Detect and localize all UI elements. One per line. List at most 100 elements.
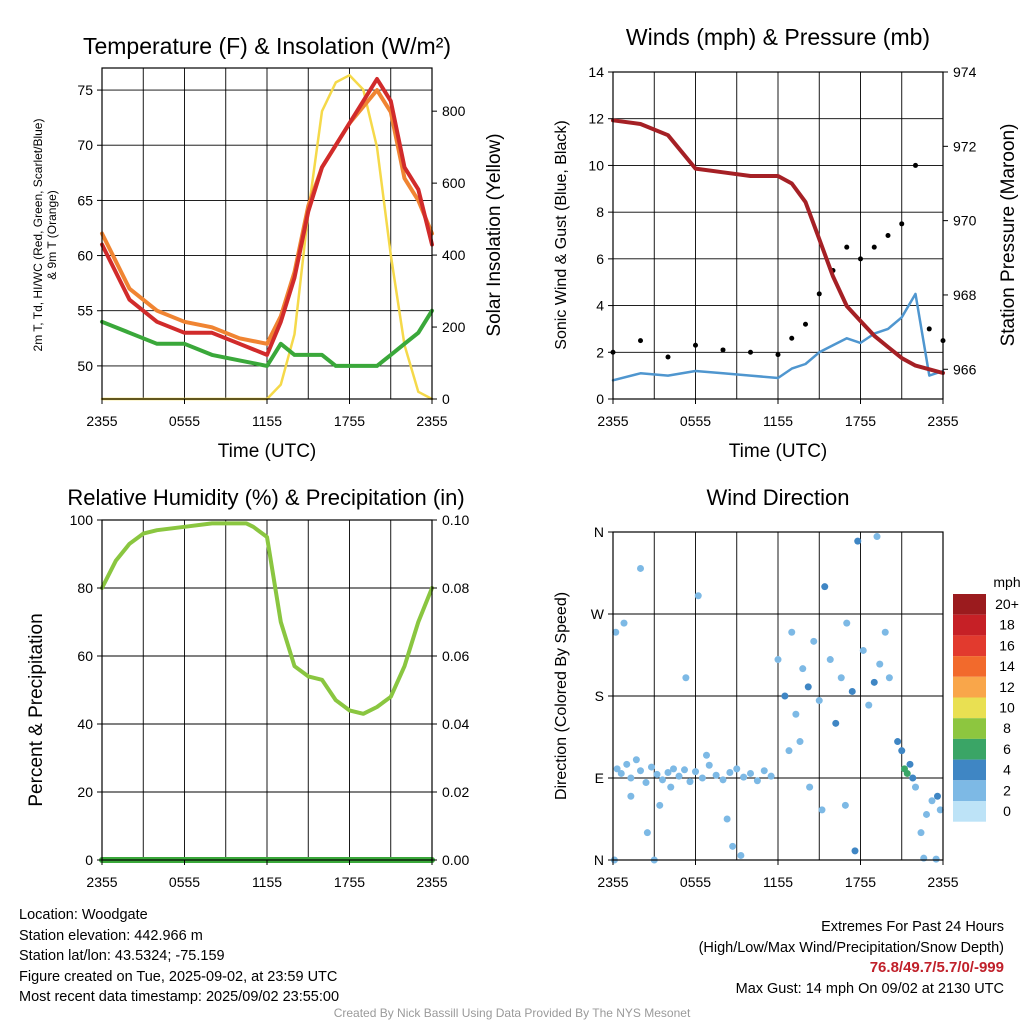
direction-grid: [613, 532, 943, 860]
y2-tick-label: 0.00: [442, 852, 469, 868]
colorbar-swatch: [953, 780, 986, 801]
winds-series: [610, 118, 946, 382]
direction-point: [613, 765, 621, 773]
direction-point: [675, 772, 683, 780]
direction-point: [912, 783, 919, 791]
y-tick-label: N: [594, 852, 604, 868]
x-tick-label: 1155: [252, 413, 282, 429]
direction-point: [723, 815, 731, 823]
direction-point: [843, 619, 851, 627]
y-tick-label: W: [591, 606, 605, 622]
speed-colorbar: 20+ 18 16 14 12 10 8 6 4 2 0: [953, 594, 1019, 822]
direction-x-ticks: 2355 0555 1155 1755 2355: [597, 860, 959, 890]
direction-point: [894, 738, 902, 746]
panel-temperature: Temperature (F) & Insolation (W/m²) 50 55…: [31, 33, 505, 462]
colorbar-swatch: [953, 594, 986, 615]
gust-point: [720, 347, 726, 353]
humidity-grid: [102, 520, 432, 860]
colorbar-label: 16: [999, 637, 1015, 653]
direction-point: [733, 765, 741, 773]
direction-point: [648, 763, 655, 771]
colorbar-swatch: [953, 635, 986, 657]
y-tick-label: 4: [596, 298, 604, 314]
colorbar-swatch: [953, 697, 986, 719]
colorbar-label: 2: [1003, 782, 1011, 798]
y2-tick-label: 974: [953, 64, 977, 80]
colorbar-label: 18: [999, 617, 1015, 633]
temperature-title: Temperature (F) & Insolation (W/m²): [83, 33, 451, 59]
winds-x-ticks: 2355 0555 1155 1755 2355: [597, 399, 959, 429]
dewpoint-line: [100, 308, 434, 368]
y-tick-label: 12: [588, 111, 604, 127]
gust-point: [638, 338, 643, 344]
direction-y-ticks: N E S W N: [591, 524, 613, 868]
gust-point: [899, 221, 905, 227]
direction-point: [681, 766, 688, 774]
direction-point: [767, 772, 775, 780]
y-tick-label: 100: [70, 512, 94, 528]
direction-point: [729, 842, 737, 850]
y-tick-label: 20: [77, 784, 93, 800]
direction-point: [686, 778, 694, 786]
direction-point: [637, 564, 644, 572]
direction-point: [692, 768, 699, 776]
humidity-title: Relative Humidity (%) & Precipitation (i…: [67, 485, 464, 510]
y2-tick-label: 966: [953, 361, 977, 377]
colorbar-label: 4: [1003, 762, 1011, 778]
x-tick-label: 2355: [597, 413, 628, 429]
x-tick-label: 2355: [86, 413, 117, 429]
x-tick-label: 1755: [334, 413, 365, 429]
direction-point: [653, 770, 661, 778]
station-latlon: Station lat/lon: 43.5324; -75.159: [19, 948, 225, 964]
direction-point: [881, 628, 889, 636]
y2-tick-label: 800: [442, 103, 466, 119]
colorbar-label: 0: [1003, 803, 1011, 819]
humidity-x-ticks: 2355 0555 1155 1755 2355: [86, 860, 448, 890]
y-tick-label: 0: [596, 391, 604, 407]
direction-point: [818, 806, 826, 814]
direction-point: [726, 769, 734, 777]
y-tick-label: 14: [588, 64, 604, 80]
colorbar-unit: mph: [993, 574, 1020, 590]
x-tick-label: 0555: [680, 413, 711, 429]
y-tick-label: N: [594, 524, 604, 540]
y2-tick-label: 0: [442, 391, 450, 407]
direction-point: [656, 801, 664, 809]
y-tick-label: 10: [588, 157, 604, 173]
colorbar-label: 10: [999, 700, 1015, 716]
direction-point: [705, 761, 713, 769]
pressure-y2-ticks: 966 968 970 972 974: [943, 64, 977, 377]
y-tick-label: 60: [77, 248, 93, 264]
colorbar-label: 6: [1003, 741, 1011, 757]
pressure-line: [611, 118, 945, 375]
winds-xlabel: Time (UTC): [729, 441, 828, 462]
direction-point: [804, 683, 812, 691]
y2-tick-label: 200: [442, 319, 466, 335]
direction-point: [799, 665, 807, 673]
x-tick-label: 0555: [169, 874, 200, 890]
temperature-ylabel-line1: 2m T, Td, HI/WC (Red, Green, Scarlet/Blu…: [31, 119, 45, 352]
temperature-grid: [102, 68, 432, 399]
y-tick-label: E: [595, 770, 604, 786]
y-tick-label: 8: [596, 204, 604, 220]
x-tick-label: 2355: [597, 874, 628, 890]
y2-tick-label: 0.06: [442, 648, 469, 664]
y-tick-label: 55: [77, 303, 93, 319]
direction-point: [788, 628, 796, 636]
direction-point: [876, 660, 884, 668]
direction-point: [928, 797, 936, 805]
direction-point: [623, 760, 631, 768]
y-tick-label: 75: [77, 82, 93, 98]
gust-point: [803, 321, 808, 327]
temperature-y2-ticks: 0 200 400 600 800: [432, 103, 466, 407]
direction-point: [747, 769, 754, 777]
sonic-wind-line: [611, 292, 945, 382]
direction-point: [632, 756, 640, 764]
direction-point: [906, 760, 914, 768]
colorbar-label: 14: [999, 658, 1015, 674]
gust-point: [789, 335, 795, 341]
colorbar-label: 12: [999, 679, 1015, 695]
station-elevation: Station elevation: 442.966 m: [19, 927, 203, 944]
extremes-info: Extremes For Past 24 Hours (High/Low/Max…: [699, 917, 1004, 999]
